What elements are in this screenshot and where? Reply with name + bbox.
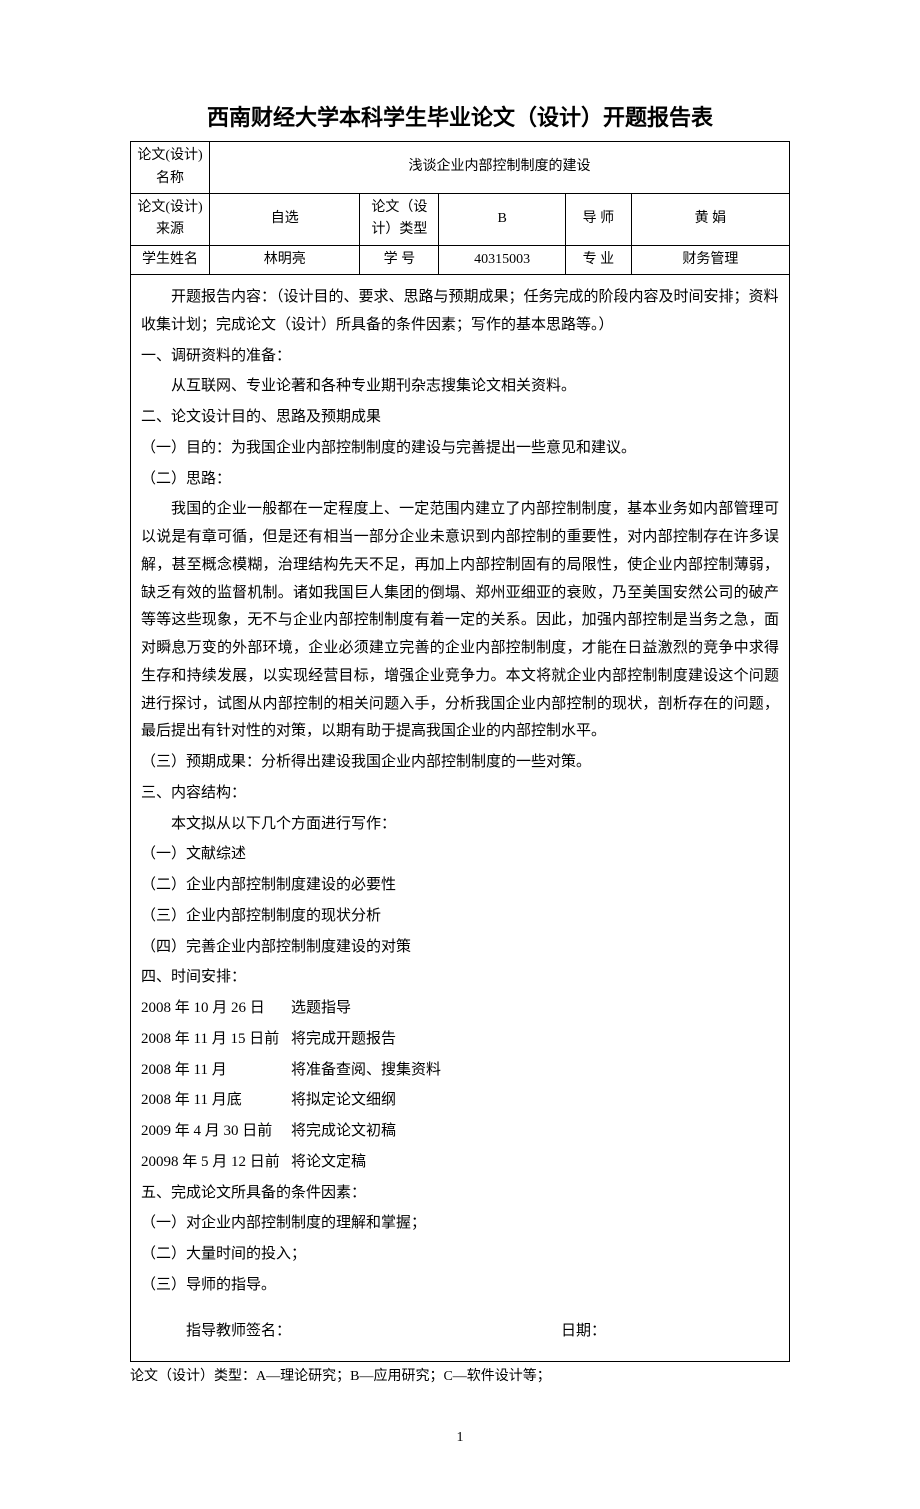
section-2-2: （二）思路： bbox=[141, 466, 779, 494]
cell-id: 40315003 bbox=[439, 245, 566, 274]
cell-major: 财务管理 bbox=[631, 245, 789, 274]
schedule-date: 20098 年 5 月 12 日前 bbox=[141, 1149, 291, 1177]
page-title: 西南财经大学本科学生毕业论文（设计）开题报告表 bbox=[130, 100, 790, 135]
section-2-1: （一）目的：为我国企业内部控制制度的建设与完善提出一些意见和建议。 bbox=[141, 435, 779, 463]
date-label: 日期： bbox=[561, 1318, 606, 1346]
schedule-list: 2008 年 10 月 26 日选题指导2008 年 11 月 15 日前将完成… bbox=[141, 995, 779, 1177]
section-3-1: （一）文献综述 bbox=[141, 841, 779, 869]
section-5-heading: 五、完成论文所具备的条件因素： bbox=[141, 1180, 779, 1208]
section-2-3: （三）预期成果：分析得出建设我国企业内部控制制度的一些对策。 bbox=[141, 749, 779, 777]
schedule-row: 2008 年 10 月 26 日选题指导 bbox=[141, 995, 779, 1023]
section-2-heading: 二、论文设计目的、思路及预期成果 bbox=[141, 404, 779, 432]
schedule-row: 2009 年 4 月 30 日前将完成论文初稿 bbox=[141, 1118, 779, 1146]
content-body: 开题报告内容：（设计目的、要求、思路与预期成果；任务完成的阶段内容及时间安排；资… bbox=[130, 275, 790, 1362]
section-3-4: （四）完善企业内部控制制度建设的对策 bbox=[141, 934, 779, 962]
section-1-heading: 一、调研资料的准备： bbox=[141, 343, 779, 371]
schedule-row: 2008 年 11 月将准备查阅、搜集资料 bbox=[141, 1057, 779, 1085]
section-3-heading: 三、内容结构： bbox=[141, 780, 779, 808]
section-5-2: （二）大量时间的投入； bbox=[141, 1241, 779, 1269]
cell-thesis-name: 浅谈企业内部控制制度的建设 bbox=[210, 142, 790, 194]
schedule-task: 将论文定稿 bbox=[291, 1149, 366, 1177]
cell-type: B bbox=[439, 193, 566, 245]
schedule-date: 2008 年 11 月底 bbox=[141, 1087, 291, 1115]
schedule-task: 将准备查阅、搜集资料 bbox=[291, 1057, 441, 1085]
section-1-text: 从互联网、专业论著和各种专业期刊杂志搜集论文相关资料。 bbox=[141, 373, 779, 401]
cell-student: 林明亮 bbox=[210, 245, 360, 274]
cell-id-label: 学 号 bbox=[360, 245, 439, 274]
schedule-row: 2008 年 11 月 15 日前将完成开题报告 bbox=[141, 1026, 779, 1054]
section-2-2-body: 我国的企业一般都在一定程度上、一定范围内建立了内部控制制度，基本业务如内部管理可… bbox=[141, 496, 779, 746]
section-5-3: （三）导师的指导。 bbox=[141, 1272, 779, 1300]
cell-advisor: 黄 娟 bbox=[631, 193, 789, 245]
schedule-date: 2008 年 10 月 26 日 bbox=[141, 995, 291, 1023]
cell-student-label: 学生姓名 bbox=[131, 245, 210, 274]
cell-advisor-label: 导 师 bbox=[565, 193, 631, 245]
cell-source: 自选 bbox=[210, 193, 360, 245]
signature-row: 指导教师签名： 日期： bbox=[141, 1318, 779, 1346]
schedule-task: 选题指导 bbox=[291, 995, 351, 1023]
page-number: 1 bbox=[130, 1427, 790, 1449]
schedule-task: 将完成论文初稿 bbox=[291, 1118, 396, 1146]
section-3-intro: 本文拟从以下几个方面进行写作： bbox=[141, 811, 779, 839]
schedule-date: 2008 年 11 月 bbox=[141, 1057, 291, 1085]
header-table: 论文(设计)名称 浅谈企业内部控制制度的建设 论文(设计)来源 自选 论文（设计… bbox=[130, 141, 790, 275]
cell-type-label: 论文（设计）类型 bbox=[360, 193, 439, 245]
schedule-task: 将拟定论文细纲 bbox=[291, 1087, 396, 1115]
section-5-1: （一）对企业内部控制制度的理解和掌握； bbox=[141, 1210, 779, 1238]
cell-thesis-name-label: 论文(设计)名称 bbox=[131, 142, 210, 194]
schedule-row: 2008 年 11 月底将拟定论文细纲 bbox=[141, 1087, 779, 1115]
cell-major-label: 专 业 bbox=[565, 245, 631, 274]
schedule-task: 将完成开题报告 bbox=[291, 1026, 396, 1054]
footnote-text: 论文（设计）类型：A—理论研究；B—应用研究；C—软件设计等； bbox=[130, 1366, 790, 1388]
schedule-date: 2009 年 4 月 30 日前 bbox=[141, 1118, 291, 1146]
schedule-date: 2008 年 11 月 15 日前 bbox=[141, 1026, 291, 1054]
schedule-row: 20098 年 5 月 12 日前将论文定稿 bbox=[141, 1149, 779, 1177]
section-3-3: （三）企业内部控制制度的现状分析 bbox=[141, 903, 779, 931]
section-3-2: （二）企业内部控制制度建设的必要性 bbox=[141, 872, 779, 900]
cell-source-label: 论文(设计)来源 bbox=[131, 193, 210, 245]
teacher-sign-label: 指导教师签名： bbox=[186, 1318, 291, 1346]
section-4-heading: 四、时间安排： bbox=[141, 964, 779, 992]
intro-text: 开题报告内容：（设计目的、要求、思路与预期成果；任务完成的阶段内容及时间安排；资… bbox=[141, 284, 779, 340]
